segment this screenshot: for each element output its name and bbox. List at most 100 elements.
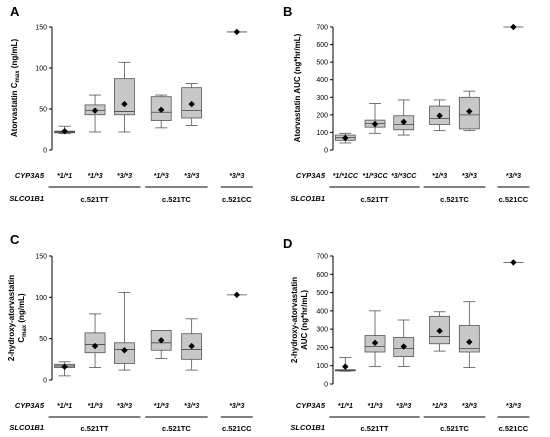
- group-label: c.521TT: [361, 195, 389, 204]
- y-tick-label: 200: [316, 112, 328, 119]
- genotype-label: *3/*3: [184, 403, 199, 410]
- y-axis-label-line2: C: [17, 337, 26, 343]
- group-label: c.521CC: [222, 195, 252, 204]
- group-label: c.521TC: [440, 424, 469, 433]
- box-3: [393, 319, 415, 368]
- row-label-cyp3a5: CYP3A5: [15, 401, 45, 410]
- mean-marker: [342, 363, 349, 370]
- y-axis-label-main: Atorvastatin AUC: [293, 76, 302, 142]
- mean-marker: [436, 112, 443, 119]
- y-tick-label: 400: [316, 308, 328, 315]
- y-tick-label: 400: [316, 77, 328, 84]
- box-6: [226, 291, 247, 299]
- box-5: [181, 83, 203, 126]
- box-2: [364, 310, 386, 368]
- mean-marker: [158, 337, 165, 344]
- y-axis-label-unit: (ng*hr/mL): [293, 33, 302, 76]
- genotype-label: *1/*3: [367, 403, 382, 410]
- group-label: c.521TT: [81, 195, 109, 204]
- row-label-cyp3a5: CYP3A5: [296, 401, 326, 410]
- genotype-label: *3/*3: [117, 173, 132, 180]
- y-axis-label-unit: (ng/mL): [17, 293, 26, 325]
- y-axis-label-unit: (ng/mL): [10, 39, 19, 71]
- box-6: [503, 259, 524, 266]
- box-3: [114, 61, 135, 133]
- row-label-cyp3a5: CYP3A5: [15, 171, 45, 180]
- row-label-slco1b1: SLCO1B1: [9, 423, 44, 432]
- genotype-label: *1/*3: [154, 173, 169, 180]
- mean-marker: [466, 338, 473, 346]
- mean-marker: [371, 120, 379, 128]
- genotype-label: *1/*3: [432, 403, 447, 410]
- y-axis-label: Atorvastatin AUC (ng*hr/mL): [293, 33, 302, 142]
- mean-marker: [91, 342, 99, 350]
- mean-marker: [510, 23, 517, 31]
- genotype-label: *1/*3: [432, 173, 447, 180]
- mean-marker: [400, 118, 407, 126]
- y-tick-label: 100: [35, 66, 47, 73]
- box-5: [458, 301, 480, 368]
- y-tick-label: 700: [316, 254, 328, 261]
- genotype-label: *3/*3: [229, 173, 244, 180]
- y-tick-label: 500: [316, 60, 328, 67]
- y-tick-label: 600: [316, 42, 328, 49]
- iqr-box: [84, 332, 106, 354]
- y-tick-label: 0: [43, 148, 47, 155]
- mean-marker: [188, 100, 195, 108]
- y-tick-label: 150: [35, 25, 47, 32]
- genotype-label: *3/*3: [462, 173, 477, 180]
- box-5: [181, 318, 203, 371]
- genotype-label: *1/*3: [154, 403, 169, 410]
- box-2: [84, 94, 106, 133]
- mean-marker: [233, 28, 240, 36]
- group-label: c.521CC: [499, 195, 529, 204]
- mean-marker: [61, 127, 68, 135]
- mean-marker: [436, 327, 443, 335]
- mean-marker: [371, 339, 379, 347]
- y-tick-label: 100: [316, 130, 328, 137]
- mean-marker: [400, 343, 407, 350]
- y-tick-label: 300: [316, 327, 328, 334]
- panel-b: B 0 100 200 300 400 500 600 700 Atorvastatin AUC …: [283, 4, 530, 204]
- genotype-label: *3/*3: [117, 403, 132, 410]
- y-axis-label: 2-hydroxy-atorvastatinCmax (ng/mL): [7, 275, 28, 361]
- row-label-slco1b1: SLCO1B1: [290, 194, 325, 203]
- y-axis-label-line1: 2-hydroxy-atorvastatin: [290, 277, 299, 363]
- genotype-label: *1/*1: [57, 403, 72, 410]
- genotype-label: *1/*1: [338, 403, 353, 410]
- y-tick-label: 700: [316, 25, 328, 32]
- mean-marker: [158, 106, 165, 114]
- group-label: c.521CC: [499, 424, 529, 433]
- mean-marker: [342, 134, 349, 142]
- box-4: [429, 311, 451, 352]
- y-tick-label: 100: [316, 363, 328, 370]
- mean-marker: [61, 363, 68, 370]
- group-label: c.521TC: [162, 195, 191, 204]
- genotype-label: *1/*3: [87, 173, 102, 180]
- box-3: [114, 291, 135, 371]
- mean-marker: [233, 291, 240, 299]
- genotype-label: *3/*3: [506, 403, 521, 410]
- box-4: [150, 329, 172, 359]
- y-axis-label: 2-hydroxy-atorvastatinAUC (ng*hr/mL): [290, 277, 309, 363]
- group-label: c.521CC: [222, 424, 252, 433]
- mean-marker: [121, 347, 128, 354]
- y-tick-label: 50: [39, 107, 47, 114]
- mean-marker: [91, 107, 99, 114]
- y-tick-label: 0: [43, 378, 47, 385]
- y-tick-label: 200: [316, 345, 328, 352]
- y-tick-label: 300: [316, 95, 328, 102]
- genotype-label: *3/*3: [229, 403, 244, 410]
- panel-letter: A: [10, 4, 20, 19]
- box-1: [54, 125, 75, 135]
- group-label: c.521TT: [361, 424, 389, 433]
- genotype-label: *1/*1: [57, 173, 72, 180]
- genotype-label: *1/*3: [87, 403, 102, 410]
- y-axis-label-main: Atorvastatin C: [10, 82, 19, 137]
- panel-letter: B: [283, 4, 292, 19]
- genotype-label: *3/*3: [396, 403, 411, 410]
- y-axis-label-line2: AUC (ng*hr/mL): [300, 290, 309, 350]
- genotype-label: *3/*3: [506, 173, 521, 180]
- box-6: [226, 28, 247, 36]
